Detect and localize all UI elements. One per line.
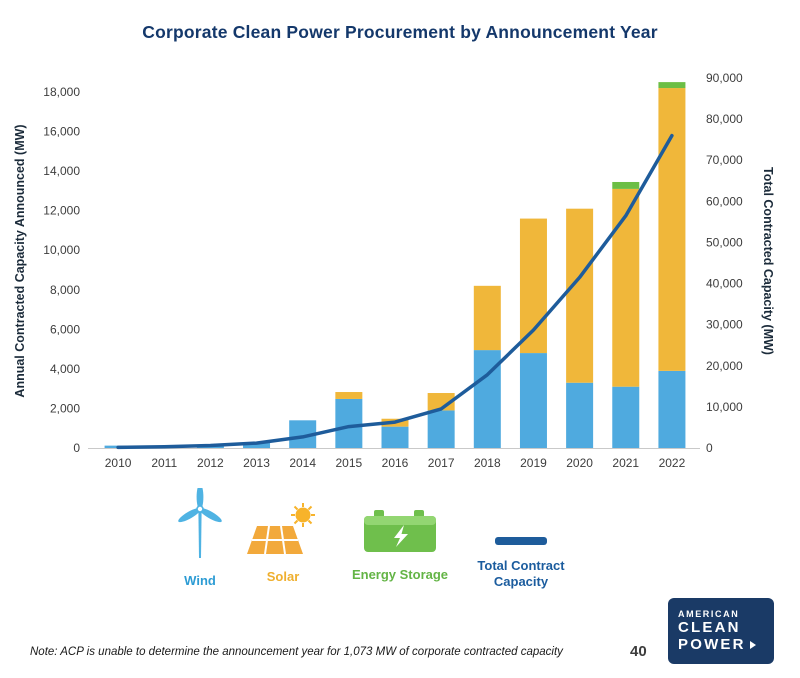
legend-label-total-contract-capacity: Total Contract Capacity <box>477 558 565 590</box>
solar-panel-icon <box>247 502 319 563</box>
left-axis-tick-label: 10,000 <box>43 243 80 257</box>
chart-canvas: 0 2,000 4,000 6,000 8,000 10,000 12,000 14,000 1… <box>43 71 743 470</box>
x-axis-tick-label: 2013 <box>243 456 270 470</box>
bar-segment-solar <box>612 188 640 387</box>
left-axis-tick-label: 12,000 <box>43 204 80 218</box>
legend-item-total-contract-capacity: Total Contract Capacity <box>462 534 580 591</box>
total-contract-capacity-line <box>116 133 674 450</box>
logo-text-american: AMERICAN <box>678 608 740 619</box>
right-axis-tick-label: 60,000 <box>706 194 743 208</box>
x-axis-tick-label: 2011 <box>151 456 177 470</box>
left-axis-tick-label: 2,000 <box>50 401 80 415</box>
right-axis-tick-label: 40,000 <box>706 277 743 291</box>
x-axis-tick-label: 2018 <box>474 456 501 470</box>
bar-segment-wind <box>566 382 594 448</box>
american-clean-power-logo: AMERICAN CLEAN POWER <box>668 598 774 664</box>
right-axis-label: Total Contracted Capacity (MW) <box>761 167 775 355</box>
legend-item-wind: Wind <box>160 484 240 589</box>
legend-item-energy-storage: Energy Storage <box>338 508 462 583</box>
legend-label-solar: Solar <box>266 569 300 584</box>
chart-title: Corporate Clean Power Procurement by Ann… <box>142 22 658 42</box>
x-axis-tick-label: 2017 <box>428 456 455 470</box>
bar-segment-wind <box>658 370 686 448</box>
left-axis-tick-label: 0 <box>73 441 80 455</box>
footnote: Note: ACP is unable to determine the ann… <box>30 646 563 658</box>
bar-segment-solar <box>335 392 363 399</box>
bar-segment-wind <box>381 426 409 448</box>
right-axis-tick-label: 20,000 <box>706 359 743 373</box>
legend-label-wind: Wind <box>184 573 216 588</box>
x-axis-tick-label: 2014 <box>289 456 316 470</box>
right-axis-tick-label: 50,000 <box>706 235 743 249</box>
legend-item-solar: Solar <box>243 502 323 585</box>
x-axis-tick-label: 2019 <box>520 456 547 470</box>
left-axis-tick-label: 18,000 <box>43 85 80 99</box>
bar-segment-solar <box>566 208 594 383</box>
bar-segment-wind <box>335 398 363 448</box>
bar-segment-energy-storage <box>658 82 686 89</box>
x-axis-tick-label: 2015 <box>335 456 362 470</box>
bar-segment-wind <box>427 410 455 448</box>
bar-segment-solar <box>519 218 547 354</box>
left-axis-tick-label: 16,000 <box>43 125 80 139</box>
left-axis-tick-label: 4,000 <box>50 362 80 376</box>
left-axis-label: Annual Contracted Capacity Announced (MW… <box>13 124 27 398</box>
right-axis-tick-label: 80,000 <box>706 112 743 126</box>
bar-segment-wind <box>519 353 547 448</box>
x-axis-tick-label: 2022 <box>659 456 686 470</box>
x-axis-tick-label: 2010 <box>105 456 132 470</box>
bar-segment-solar <box>658 88 686 371</box>
right-axis-tick-label: 70,000 <box>706 153 743 167</box>
x-axis-tick-label: 2012 <box>197 456 224 470</box>
right-axis-tick-label: 10,000 <box>706 400 743 414</box>
left-axis-tick-label: 8,000 <box>50 283 80 297</box>
left-axis-tick-label: 14,000 <box>43 164 80 178</box>
x-axis-tick-label: 2020 <box>566 456 593 470</box>
line-swatch-icon <box>494 534 548 552</box>
battery-icon <box>360 508 440 561</box>
right-axis-tick-label: 90,000 <box>706 71 743 85</box>
page-number: 40 <box>630 643 647 660</box>
legend-label-energy-storage: Energy Storage <box>351 567 449 582</box>
right-axis-tick-label: 0 <box>706 441 713 455</box>
logo-text-clean: CLEAN <box>678 618 741 636</box>
bar-segment-solar <box>473 285 501 351</box>
x-axis-tick-label: 2016 <box>382 456 409 470</box>
wind-turbine-icon <box>171 484 229 567</box>
bar-segment-wind <box>243 442 271 448</box>
bar-segment-energy-storage <box>612 181 640 189</box>
logo-arrow-icon <box>749 640 756 649</box>
logo-text-power: POWER <box>678 636 774 653</box>
right-axis-tick-label: 30,000 <box>706 318 743 332</box>
left-axis-tick-label: 6,000 <box>50 322 80 336</box>
x-axis-tick-label: 2021 <box>612 456 639 470</box>
bar-segment-wind <box>612 386 640 448</box>
